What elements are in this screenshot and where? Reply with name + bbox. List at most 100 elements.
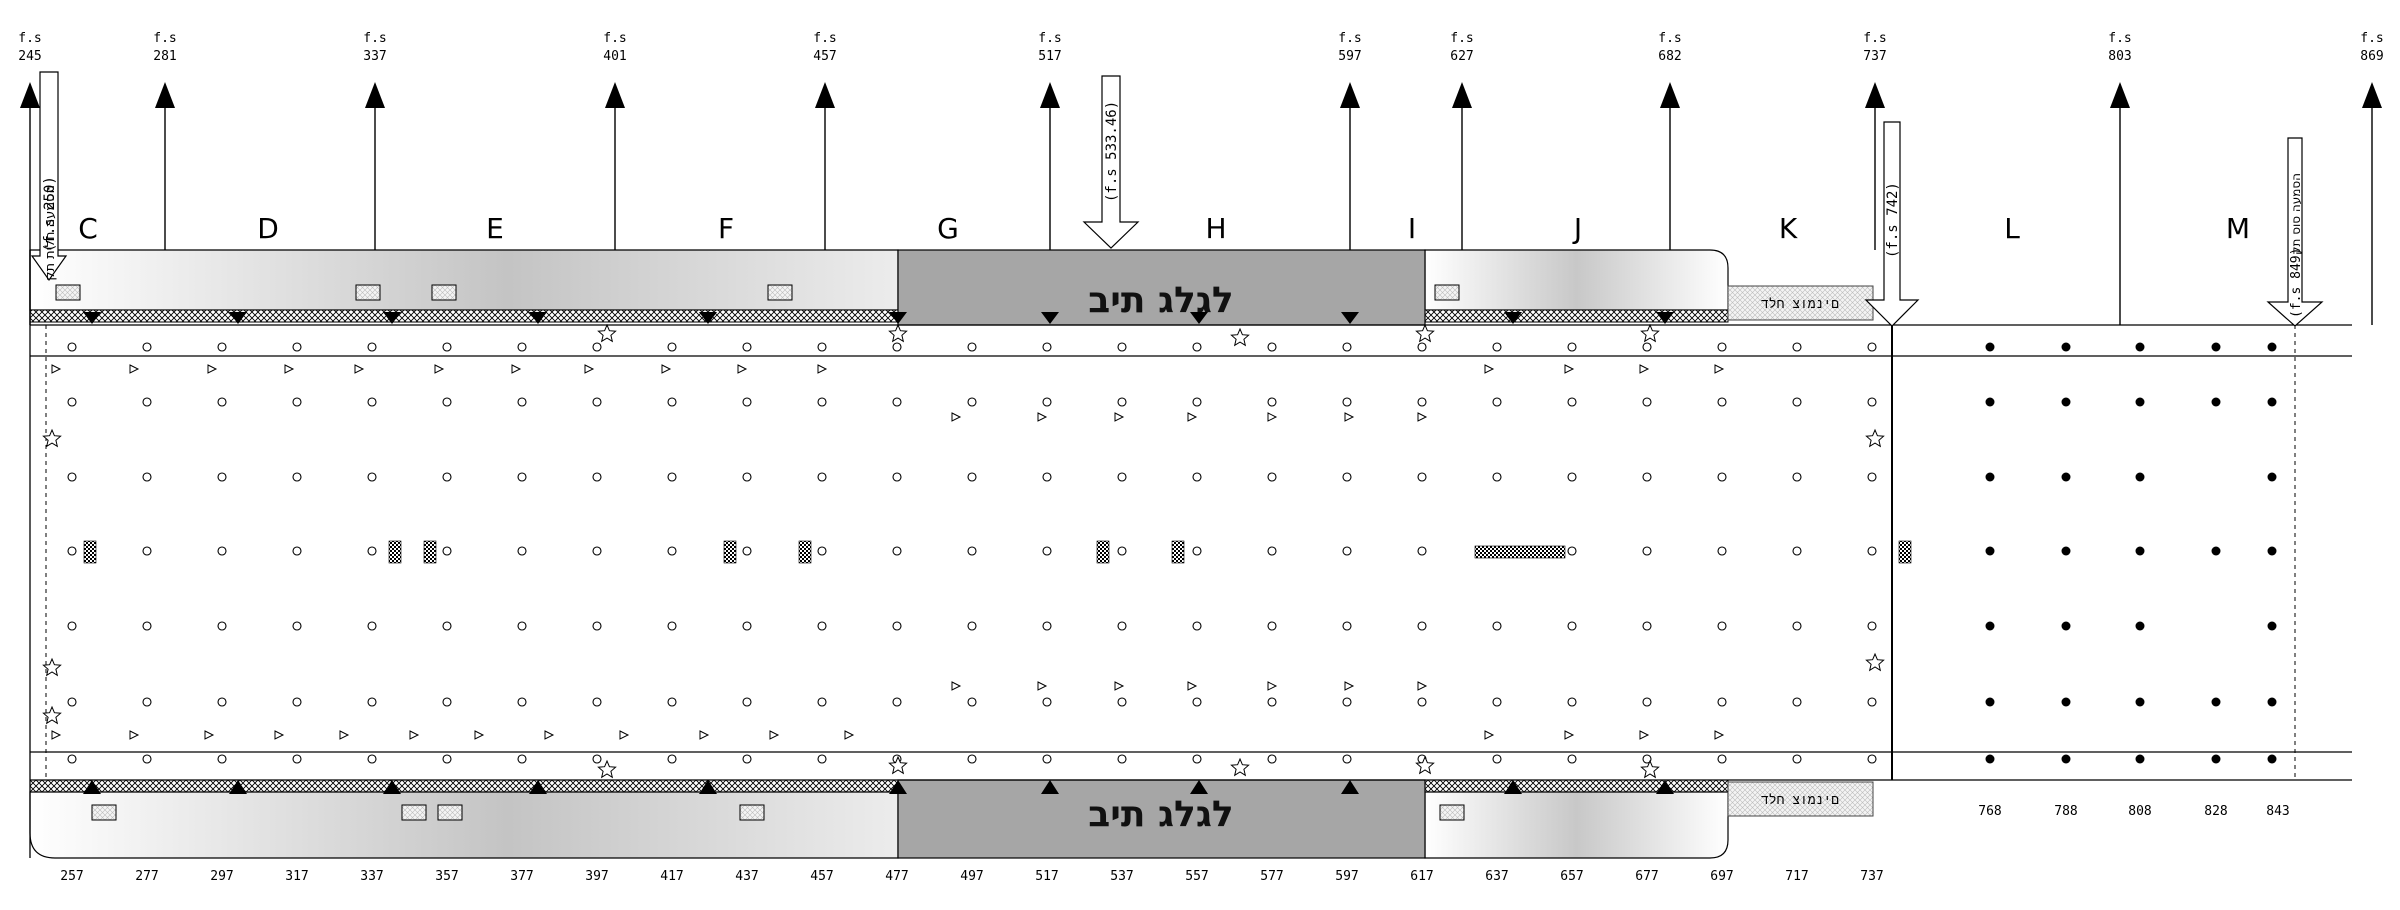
station-marker: f.s 682 xyxy=(1658,31,1682,250)
triangle-right-icon xyxy=(1114,681,1125,691)
aft-station-label: 788 xyxy=(2054,804,2077,819)
rivet-mark xyxy=(967,546,977,556)
station-layer: f.s 245 f.s 281 f.s 337 f.s 401 f.s 457 f.s 517 f.s 5… xyxy=(18,31,2384,325)
fastener-dot xyxy=(2211,546,2221,556)
hatched-doubler-mark xyxy=(1096,540,1110,564)
triangle-up-icon xyxy=(1041,780,1059,794)
rivet-mark xyxy=(1417,342,1427,352)
fairing-top-label: םינמוצ חלד xyxy=(1761,297,1839,312)
rivet-mark xyxy=(1342,754,1352,764)
rivet-mark xyxy=(1042,472,1052,482)
rivet-mark xyxy=(1267,472,1277,482)
rivet-mark xyxy=(1342,621,1352,631)
rivet-mark xyxy=(1792,342,1802,352)
rivet-mark xyxy=(1117,397,1127,407)
station-marker: f.s 869 xyxy=(2360,31,2384,325)
triangle-right-icon xyxy=(619,730,630,740)
station-marker: f.s 737 xyxy=(1863,31,1887,250)
rivet-mark xyxy=(442,697,452,707)
access-panel xyxy=(431,284,457,301)
rivet-mark xyxy=(67,754,77,764)
bottom-station-label: 577 xyxy=(1260,869,1283,884)
fuselage-frame xyxy=(29,250,2352,858)
bottom-station-label: 317 xyxy=(285,869,308,884)
access-panel xyxy=(91,804,117,821)
rivet-mark xyxy=(742,342,752,352)
rivet-mark xyxy=(1567,342,1577,352)
fairing-box-top xyxy=(1727,285,1874,321)
rivet-mark xyxy=(517,342,527,352)
rivet-mark xyxy=(592,397,602,407)
rivet-mark xyxy=(1792,472,1802,482)
triangle-right-icon xyxy=(354,364,365,374)
rivet-mark xyxy=(1192,342,1202,352)
rivet-mark xyxy=(1867,621,1877,631)
hatched-doubler-mark xyxy=(1898,540,1912,564)
rivet-mark xyxy=(292,472,302,482)
callout-arrow-aft xyxy=(2266,137,2324,327)
triangle-up-icon xyxy=(1190,780,1208,794)
hatched-doubler-mark xyxy=(388,540,402,564)
fastener-dot xyxy=(2211,397,2221,407)
station-arrow-icon xyxy=(20,82,40,108)
station-prefix: f.s xyxy=(1450,31,1473,46)
bottom-station-layer: 257 277 297 317 337 357 377 397 417 437 457 477 497 5… xyxy=(60,804,2289,884)
rivet-mark xyxy=(667,472,677,482)
bottom-station-label: 677 xyxy=(1635,869,1658,884)
rivet-mark xyxy=(592,342,602,352)
rivet-mark xyxy=(1642,754,1652,764)
rivet-mark xyxy=(1342,472,1352,482)
bottom-station-label: 257 xyxy=(60,869,83,884)
triangle-up-icon xyxy=(1656,780,1674,794)
rivet-mark xyxy=(742,397,752,407)
triangle-up-icon xyxy=(889,780,907,794)
rivet-mark xyxy=(292,397,302,407)
rivet-mark xyxy=(967,754,977,764)
rivet-mark xyxy=(1867,472,1877,482)
rivet-mark xyxy=(1192,472,1202,482)
triangle-right-icon xyxy=(1564,730,1575,740)
fastener-dot xyxy=(2211,754,2221,764)
rivet-mark xyxy=(1117,342,1127,352)
triangle-right-icon xyxy=(1344,681,1355,691)
rivet-mark xyxy=(1867,754,1877,764)
station-number: 517 xyxy=(1038,49,1061,64)
star-icon xyxy=(1230,327,1250,347)
rivet-mark xyxy=(292,754,302,764)
star-icon xyxy=(1230,757,1250,777)
station-arrow-icon xyxy=(365,82,385,108)
rivet-mark xyxy=(367,754,377,764)
rivet-mark xyxy=(817,754,827,764)
fastener-dot xyxy=(1985,697,1995,707)
rivet-mark xyxy=(1492,621,1502,631)
station-marker: f.s 457 xyxy=(813,31,837,250)
rivet-mark xyxy=(742,697,752,707)
rivet-mark xyxy=(817,546,827,556)
rivet-mark xyxy=(217,397,227,407)
star-icon xyxy=(888,323,908,343)
bottom-station-label: 297 xyxy=(210,869,233,884)
triangle-right-icon xyxy=(51,730,62,740)
station-number: 337 xyxy=(363,49,386,64)
rivet-mark xyxy=(442,397,452,407)
rivet-mark xyxy=(892,697,902,707)
rivet-mark xyxy=(1642,397,1652,407)
rivet-mark xyxy=(1192,697,1202,707)
station-marker: f.s 281 xyxy=(153,31,177,250)
triangle-up-icon xyxy=(529,780,547,794)
star-icon xyxy=(597,323,617,343)
rivet-mark xyxy=(592,546,602,556)
triangle-right-icon xyxy=(1187,412,1198,422)
station-arrow-icon xyxy=(1865,82,1885,108)
bottom-station-label: 477 xyxy=(885,869,908,884)
triangle-right-icon xyxy=(951,412,962,422)
rivet-mark xyxy=(217,546,227,556)
triangle-right-icon xyxy=(1417,412,1428,422)
access-panel xyxy=(401,804,427,821)
station-marker: f.s 401 xyxy=(603,31,627,250)
fastener-dot xyxy=(2135,621,2145,631)
fastener-dot xyxy=(2267,546,2277,556)
triangle-up-icon xyxy=(699,780,717,794)
bottom-station-label: 497 xyxy=(960,869,983,884)
fastener-dot xyxy=(2267,397,2277,407)
